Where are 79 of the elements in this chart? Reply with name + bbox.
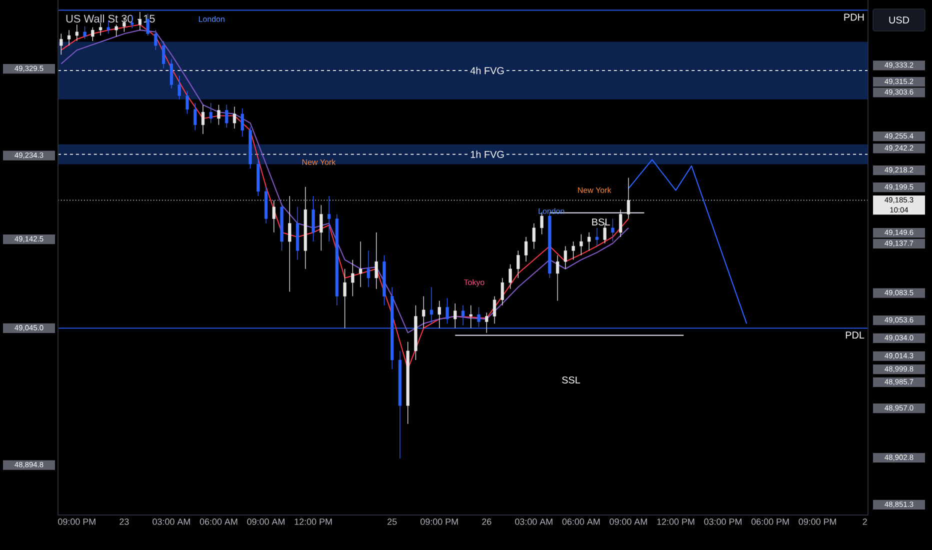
ref-line-label: PDL: [846, 332, 864, 339]
candlestick: [225, 104, 228, 128]
x-tick-label: 06:00 PM: [751, 518, 789, 525]
x-tick-label: 09:00 AM: [610, 518, 647, 525]
line-series: [628, 159, 748, 324]
text: USD: [889, 16, 910, 24]
candlestick: [327, 196, 331, 242]
x-tick-label: 23: [120, 518, 129, 525]
candlestick: [500, 278, 504, 306]
candlestick: [91, 26, 94, 42]
x-tick-label: 06:00 AM: [200, 518, 238, 525]
candlestick: [201, 104, 205, 134]
candlestick: [524, 236, 528, 262]
candlestick: [438, 300, 441, 328]
candlestick: [114, 24, 118, 37]
x-tick-label: 25: [388, 518, 397, 525]
candlestick: [540, 212, 544, 235]
ref-line-label: PDH: [844, 14, 864, 21]
candlestick: [359, 241, 362, 288]
x-tick-label: 09:00 PM: [420, 518, 458, 525]
candlestick: [588, 232, 591, 252]
candlestick: [485, 312, 488, 334]
candlestick: [469, 305, 472, 328]
candlestick: [611, 218, 614, 242]
x-tick-label: 12:00 PM: [657, 518, 694, 525]
candlestick: [343, 268, 346, 328]
candlestick: [446, 298, 449, 324]
candlestick: [209, 102, 212, 124]
candlestick: [374, 232, 378, 290]
candlestick: [532, 222, 536, 250]
candlestick: [67, 30, 71, 46]
candlestick: [454, 303, 457, 328]
candlestick: [312, 196, 315, 242]
candlestick: [60, 33, 63, 56]
candlestick: [320, 204, 323, 252]
candlestick: [595, 228, 599, 246]
candlestick: [580, 234, 583, 256]
candlestick: [75, 24, 78, 42]
candlestick: [178, 75, 181, 100]
candlestick: [272, 200, 276, 233]
candlestick: [508, 264, 512, 290]
candlestick: [572, 241, 575, 260]
candlestick: [626, 177, 630, 220]
ref-line-label: 1h FVG: [470, 150, 504, 158]
x-tick-label: 09:00 PM: [798, 518, 836, 525]
candlestick: [430, 286, 434, 324]
x-tick-label: 06:00 AM: [562, 518, 600, 525]
x-tick-label: 03:00 AM: [515, 518, 552, 525]
candlestick: [186, 90, 189, 114]
candlestick: [288, 196, 292, 292]
x-tick-label: 09:00 AM: [247, 518, 284, 525]
candlestick: [162, 40, 166, 69]
candlestick: [154, 30, 158, 50]
candlestick: [422, 296, 426, 328]
x-tick-label: 03:00 AM: [152, 518, 190, 525]
candlestick: [492, 296, 496, 324]
candlestick: [106, 20, 110, 34]
candlestick: [232, 106, 236, 129]
candlestick: [564, 246, 568, 270]
candlestick: [516, 250, 520, 278]
candlestick: [240, 108, 244, 138]
candlestick: [619, 209, 622, 238]
annotation: SSL: [562, 376, 580, 384]
x-tick-label: 26: [482, 518, 492, 525]
x-tick-label: 12:00 PM: [294, 518, 332, 525]
candlestick: [461, 305, 465, 326]
candlestick: [217, 104, 220, 126]
candlestick: [556, 254, 560, 302]
candlestick: [194, 102, 197, 131]
x-tick-label: 2: [862, 518, 867, 525]
candlestick: [351, 259, 354, 297]
ref-line-label: 4h FVG: [470, 66, 504, 74]
x-tick-label: 03:00 PM: [704, 518, 742, 525]
candlestick: [98, 22, 102, 36]
candlestick: [170, 58, 174, 89]
x-tick-label: 09:00 PM: [58, 518, 96, 525]
annotation: BSL: [592, 218, 610, 226]
candlestick: [83, 26, 86, 40]
candlestick: [366, 250, 370, 288]
